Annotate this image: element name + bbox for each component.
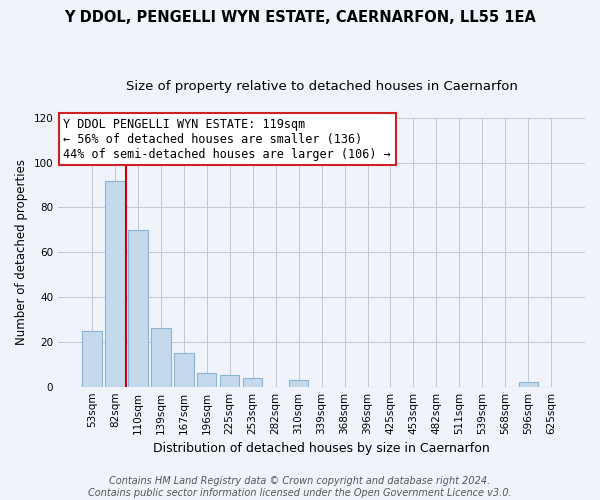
Y-axis label: Number of detached properties: Number of detached properties bbox=[15, 159, 28, 345]
Bar bbox=[220, 376, 239, 386]
Bar bbox=[105, 180, 125, 386]
Bar bbox=[197, 373, 217, 386]
Text: Y DDOL PENGELLI WYN ESTATE: 119sqm
← 56% of detached houses are smaller (136)
44: Y DDOL PENGELLI WYN ESTATE: 119sqm ← 56%… bbox=[64, 118, 391, 161]
Title: Size of property relative to detached houses in Caernarfon: Size of property relative to detached ho… bbox=[125, 80, 518, 93]
Bar bbox=[289, 380, 308, 386]
Bar bbox=[518, 382, 538, 386]
Bar bbox=[243, 378, 262, 386]
Text: Y DDOL, PENGELLI WYN ESTATE, CAERNARFON, LL55 1EA: Y DDOL, PENGELLI WYN ESTATE, CAERNARFON,… bbox=[64, 10, 536, 25]
Bar bbox=[174, 353, 194, 386]
Bar bbox=[82, 330, 101, 386]
X-axis label: Distribution of detached houses by size in Caernarfon: Distribution of detached houses by size … bbox=[153, 442, 490, 455]
Bar bbox=[151, 328, 170, 386]
Text: Contains HM Land Registry data © Crown copyright and database right 2024.
Contai: Contains HM Land Registry data © Crown c… bbox=[88, 476, 512, 498]
Bar bbox=[128, 230, 148, 386]
